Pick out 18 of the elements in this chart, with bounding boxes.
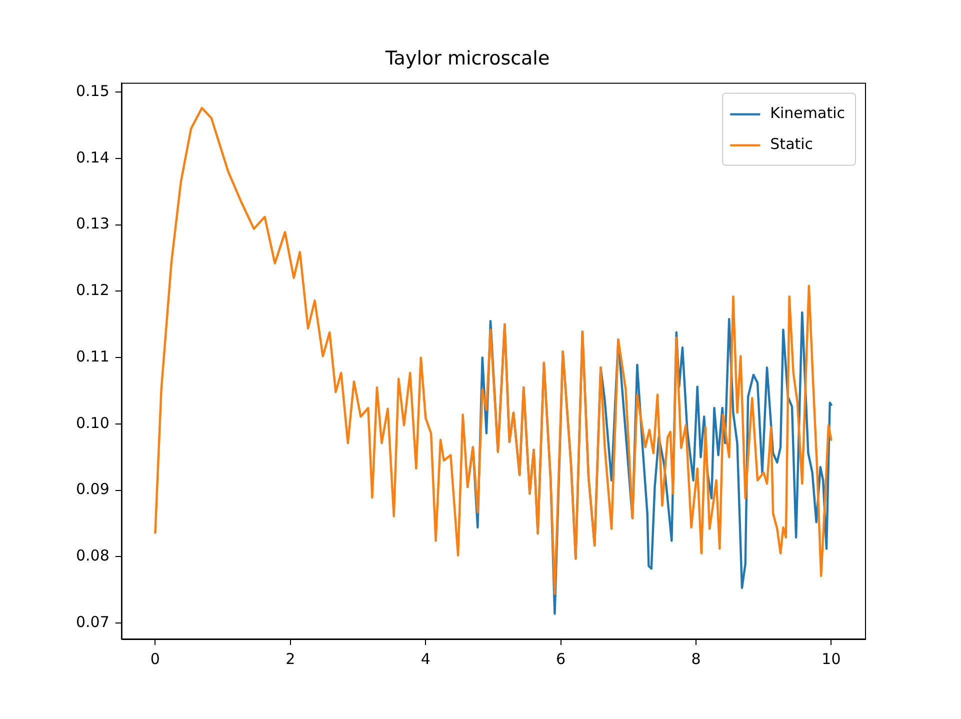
x-tick-label: 2 <box>286 650 296 668</box>
chart-title: Taylor microscale <box>384 47 550 70</box>
y-tick-label: 0.14 <box>76 148 110 166</box>
y-tick-label: 0.08 <box>76 546 110 565</box>
legend-label: Kinematic <box>770 104 846 122</box>
x-tick-label: 4 <box>420 650 430 668</box>
y-tick-label: 0.09 <box>76 480 110 498</box>
y-tick-label: 0.12 <box>76 281 110 300</box>
x-tick-label: 6 <box>556 650 566 668</box>
x-tick-label: 8 <box>691 650 701 668</box>
y-tick-label: 0.10 <box>76 414 110 432</box>
y-tick-label: 0.11 <box>76 347 110 366</box>
y-tick-label: 0.07 <box>76 612 110 631</box>
y-tick-label: 0.13 <box>76 214 110 233</box>
x-tick-label: 0 <box>150 650 160 668</box>
y-tick-label: 0.15 <box>76 82 110 100</box>
x-tick-label: 10 <box>822 650 841 668</box>
legend-label: Static <box>770 135 814 154</box>
